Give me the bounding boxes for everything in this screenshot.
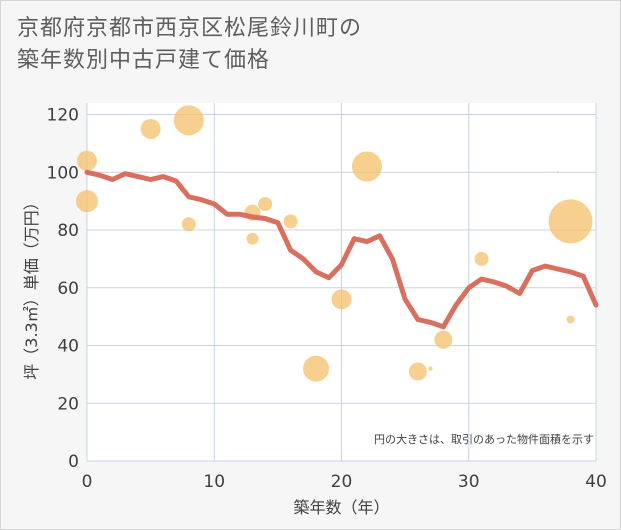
bubble-size-note: 円の大きさは、取引のあった物件面積を示す xyxy=(374,432,594,446)
transaction-bubble xyxy=(556,171,559,174)
transaction-bubble xyxy=(246,232,259,245)
transaction-bubble xyxy=(258,197,273,212)
transaction-bubble xyxy=(140,118,161,139)
chart-title-line-1: 京都府京都市西京区松尾鈴川町の xyxy=(17,16,363,41)
transaction-bubble xyxy=(351,151,382,182)
chart-title-line-2: 築年数別中古戸建て価格 xyxy=(17,48,271,73)
transaction-bubble xyxy=(283,214,298,229)
transaction-bubble xyxy=(181,217,196,232)
x-tick-label: 0 xyxy=(82,472,93,492)
x-tick-label: 30 xyxy=(458,472,480,492)
x-tick-label: 20 xyxy=(331,472,353,492)
y-tick-label: 100 xyxy=(47,163,79,183)
axis-ticks: 0 10 20 30 40 0 20 40 60 80 100 120 xyxy=(47,106,607,492)
average-price-line xyxy=(84,169,599,330)
y-tick-label: 80 xyxy=(57,221,79,241)
y-tick-label: 20 xyxy=(57,394,79,414)
bubble-layer xyxy=(76,105,593,382)
transaction-bubble xyxy=(434,330,453,349)
y-tick-label: 120 xyxy=(47,106,79,126)
transaction-bubble xyxy=(474,251,489,266)
transaction-bubble xyxy=(331,289,352,310)
x-axis-title: 築年数（年） xyxy=(293,498,389,517)
transaction-bubble xyxy=(77,150,97,171)
transaction-bubble xyxy=(548,199,593,244)
transaction-bubble xyxy=(173,105,204,136)
y-tick-label: 40 xyxy=(57,337,79,357)
transaction-bubble xyxy=(428,366,433,371)
chart-title: 京都府京都市西京区松尾鈴川町の 築年数別中古戸建て価格 xyxy=(17,13,362,77)
y-axis-title: 坪（3.3㎡）単価（万円） xyxy=(22,194,41,379)
x-tick-label: 10 xyxy=(203,472,225,492)
transaction-bubble xyxy=(303,355,330,382)
x-tick-label: 40 xyxy=(585,472,607,492)
transaction-bubble xyxy=(566,315,575,324)
transaction-bubble xyxy=(76,190,98,213)
y-tick-label: 60 xyxy=(57,279,79,299)
y-tick-label: 0 xyxy=(68,452,79,472)
transaction-bubble xyxy=(408,362,427,381)
grid-lines xyxy=(86,103,597,462)
